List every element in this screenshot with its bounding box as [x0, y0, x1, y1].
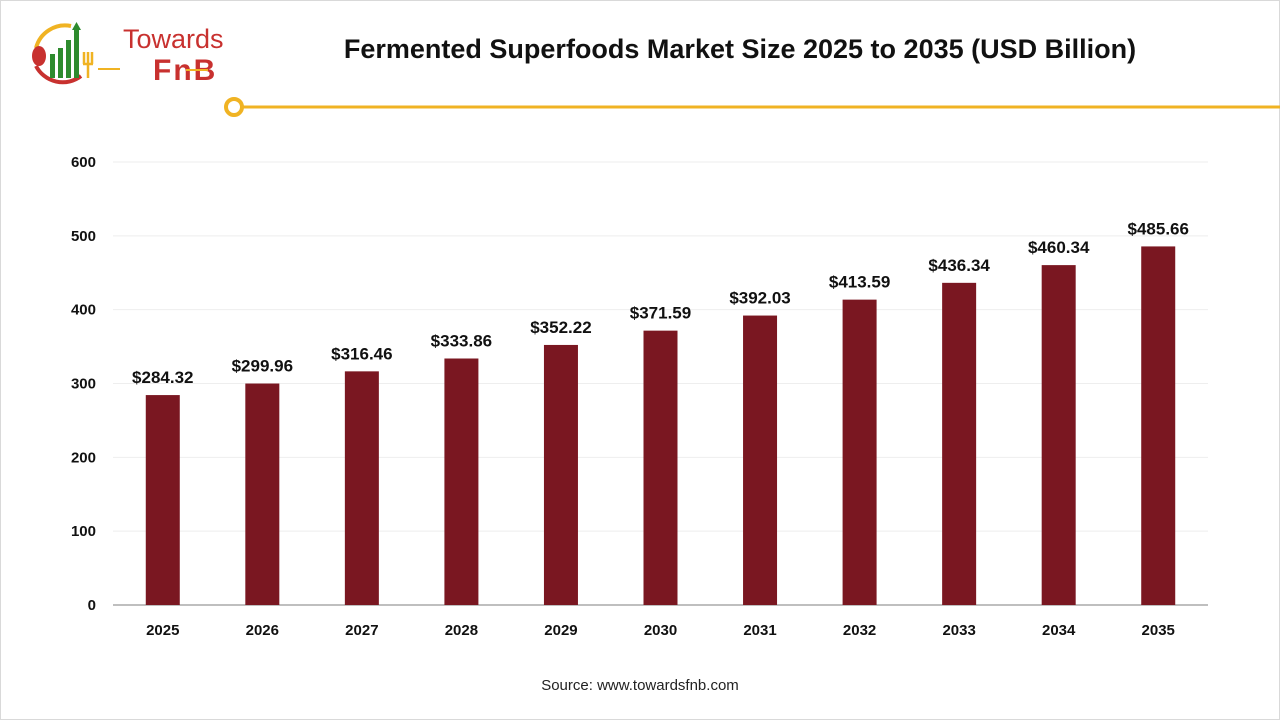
accent-circle-icon: [224, 97, 244, 117]
bar: [145, 395, 180, 605]
y-tick-label: 600: [71, 154, 96, 171]
bar: [444, 358, 479, 605]
source-note: Source: www.towardsfnb.com: [541, 677, 739, 694]
data-label: $333.86: [431, 332, 492, 351]
x-tick-label: 2033: [942, 622, 975, 639]
x-tick-label: 2026: [246, 622, 279, 639]
data-label: $299.96: [232, 357, 293, 376]
x-tick-label: 2029: [544, 622, 577, 639]
bar: [245, 383, 280, 605]
y-tick-label: 200: [71, 449, 96, 466]
bar: [543, 344, 578, 605]
x-tick-label: 2030: [644, 622, 677, 639]
data-label: $316.46: [331, 344, 392, 363]
chart-title: Fermented Superfoods Market Size 2025 to…: [343, 34, 1137, 64]
x-tick-label: 2028: [445, 622, 478, 639]
y-tick-label: 100: [71, 523, 96, 540]
towards-fnb-logo: Towards FnB: [26, 18, 224, 88]
data-label: $413.59: [829, 273, 890, 292]
x-tick-label: 2032: [843, 622, 876, 639]
bar: [1041, 265, 1076, 605]
y-tick-label: 500: [71, 228, 96, 245]
y-tick-label: 0: [88, 597, 96, 614]
data-label: $436.34: [928, 256, 990, 275]
y-tick-label: 400: [71, 302, 96, 319]
logo-icon: [32, 22, 120, 85]
data-label: $284.32: [132, 368, 193, 387]
y-tick-label: 300: [71, 376, 96, 393]
data-label: $485.66: [1128, 219, 1189, 238]
bar: [1141, 246, 1176, 606]
x-tick-label: 2031: [743, 622, 776, 639]
logo-rule: [186, 69, 208, 71]
bar: [643, 330, 678, 605]
x-tick-label: 2027: [345, 622, 378, 639]
data-label: $392.03: [729, 289, 790, 308]
x-tick-label: 2034: [1042, 622, 1076, 639]
x-tick-label: 2035: [1142, 622, 1175, 639]
bar: [942, 282, 977, 605]
data-label: $460.34: [1028, 238, 1090, 257]
x-tick-label: 2025: [146, 622, 179, 639]
bar: [344, 371, 379, 605]
logo-text-towards: Towards: [123, 24, 224, 54]
bar: [743, 315, 778, 605]
data-label: $352.22: [530, 318, 591, 337]
data-label: $371.59: [630, 304, 691, 323]
bar: [842, 299, 877, 605]
